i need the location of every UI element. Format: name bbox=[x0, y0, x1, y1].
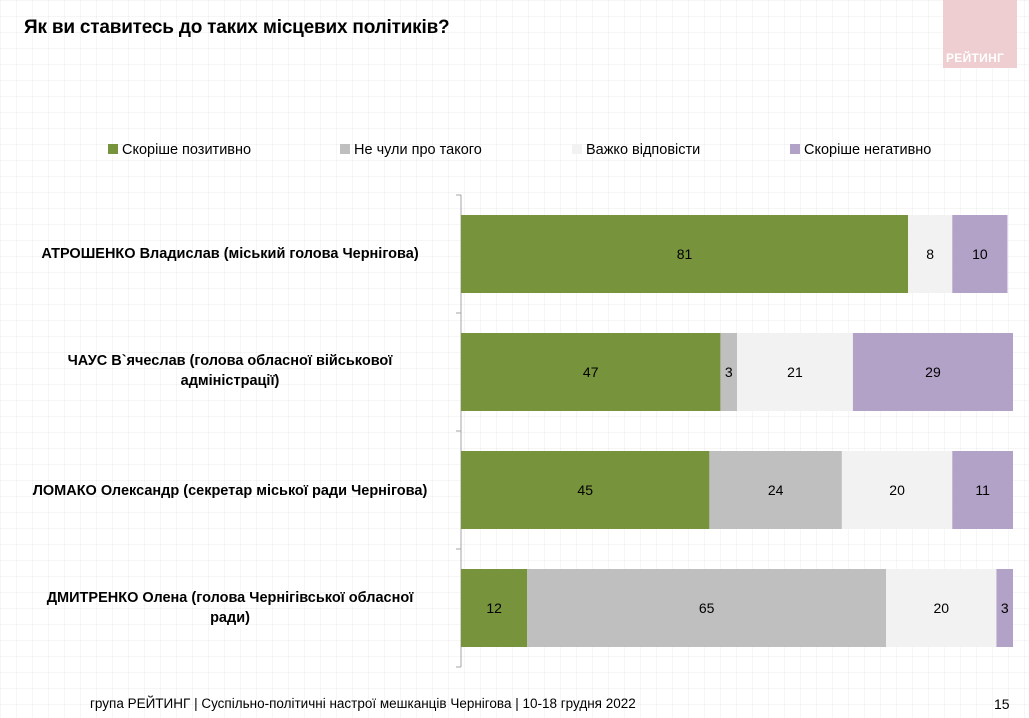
legend-label: Не чули про такого bbox=[354, 142, 482, 158]
legend-label: Скоріше негативно bbox=[804, 142, 932, 158]
category-label-line: ЛОМАКО Олександр (секретар міської ради … bbox=[32, 483, 428, 499]
bar-segment-hard-to-say bbox=[886, 569, 997, 647]
data-label: 20 bbox=[889, 482, 905, 498]
category-label: ЧАУС В`ячеслав (голова обласної військов… bbox=[15, 351, 445, 391]
rating-logo: РЕЙТИНГ bbox=[943, 0, 1017, 68]
bar-segment-not-heard bbox=[709, 451, 842, 529]
bar-segment-positive bbox=[461, 569, 528, 647]
legend-item-not-heard: Не чули про такого bbox=[340, 142, 482, 158]
bar-segment-not-heard bbox=[720, 333, 737, 411]
category-label: АТРОШЕНКО Владислав (міський голова Черн… bbox=[15, 244, 445, 264]
bar-segment-negative bbox=[996, 569, 1013, 647]
category-label-line: адміністрації) bbox=[180, 373, 280, 389]
data-label: 8 bbox=[926, 246, 934, 262]
chart-legend: Скоріше позитивно Не чули про такого Важ… bbox=[0, 142, 1029, 162]
bar-segment-negative bbox=[952, 451, 1013, 529]
data-label: 12 bbox=[486, 600, 502, 616]
bar-segment-not-heard bbox=[527, 569, 887, 647]
page-number: 15 bbox=[994, 696, 1010, 712]
data-label: 10 bbox=[972, 246, 988, 262]
category-label-line: АТРОШЕНКО Владислав (міський голова Черн… bbox=[41, 246, 419, 262]
bar-segment-hard-to-say bbox=[908, 215, 953, 293]
legend-item-negative: Скоріше негативно bbox=[790, 142, 931, 158]
category-label-line: ради) bbox=[210, 610, 250, 626]
legend-item-positive: Скоріше позитивно bbox=[108, 142, 251, 158]
category-label-line: ДМИТРЕНКО Олена (голова Чернігівської об… bbox=[46, 590, 414, 606]
data-label: 81 bbox=[677, 246, 693, 262]
data-label: 11 bbox=[975, 482, 990, 498]
legend-swatch-not-heard bbox=[340, 144, 350, 154]
data-label: 21 bbox=[787, 364, 803, 380]
bar-segment-negative bbox=[952, 215, 1008, 293]
bar-segment-positive bbox=[461, 451, 710, 529]
data-label: 45 bbox=[577, 482, 593, 498]
legend-item-hard-to-say: Важко відповісти bbox=[572, 142, 700, 158]
data-label: 47 bbox=[583, 364, 599, 380]
bar-segment-hard-to-say bbox=[841, 451, 953, 529]
bar-segment-hard-to-say bbox=[737, 333, 853, 411]
footer-text: група РЕЙТИНГ | Суспільно-політичні наст… bbox=[90, 696, 636, 711]
legend-label: Скоріше позитивно bbox=[122, 142, 252, 158]
data-label: 3 bbox=[725, 364, 733, 380]
data-label: 29 bbox=[925, 364, 941, 380]
bar-segment-negative bbox=[852, 333, 1013, 411]
data-label: 3 bbox=[1001, 600, 1009, 616]
legend-swatch-negative bbox=[790, 144, 800, 154]
data-label: 65 bbox=[699, 600, 715, 616]
legend-swatch-positive bbox=[108, 144, 118, 154]
bar-segment-positive bbox=[461, 333, 721, 411]
category-label: ДМИТРЕНКО Олена (голова Чернігівської об… bbox=[15, 588, 445, 628]
logo-text: РЕЙТИНГ bbox=[946, 51, 1005, 65]
legend-label: Важко відповісти bbox=[586, 142, 701, 158]
bar-segment-positive bbox=[461, 215, 909, 293]
legend-swatch-hard-to-say bbox=[572, 144, 582, 154]
category-label-line: ЧАУС В`ячеслав (голова обласної військов… bbox=[67, 353, 393, 369]
data-label: 24 bbox=[768, 482, 784, 498]
category-label: ЛОМАКО Олександр (секретар міської ради … bbox=[15, 481, 445, 501]
page-title: Як ви ставитесь до таких місцевих політи… bbox=[24, 17, 450, 38]
data-label: 20 bbox=[933, 600, 949, 616]
